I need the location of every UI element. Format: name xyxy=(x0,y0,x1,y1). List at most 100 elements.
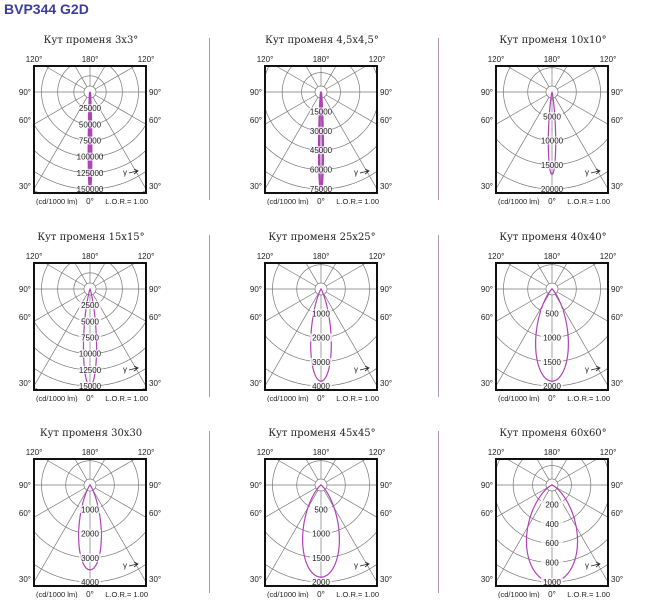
grid-spoke xyxy=(95,262,136,287)
grid-ring xyxy=(503,66,601,141)
gamma-arrow-icon xyxy=(128,365,139,372)
grid-ring xyxy=(272,263,370,338)
diagram-title: Кут променя 45x45° xyxy=(268,428,376,439)
angle-label-right: 60° xyxy=(380,116,392,125)
angle-label-right: 90° xyxy=(149,88,161,97)
angle-label-120-right: 120° xyxy=(600,448,617,457)
angle-label-180: 180° xyxy=(313,448,330,457)
grid-spoke xyxy=(95,291,147,322)
grid-spoke xyxy=(92,490,147,583)
gamma-label: γ xyxy=(123,365,127,374)
ring-value-label: 7500 xyxy=(81,334,99,343)
angle-label-right: 90° xyxy=(611,481,623,490)
gamma-arrow-icon xyxy=(359,365,370,372)
angle-label-120-left: 120° xyxy=(257,448,274,457)
ring-value-label: 600 xyxy=(545,539,559,548)
grid-spoke xyxy=(326,65,367,90)
gamma-label: γ xyxy=(585,561,589,570)
grid-spoke xyxy=(495,97,550,190)
diagram-title: Кут променя 15x15° xyxy=(37,232,145,243)
grid-spoke xyxy=(74,458,88,480)
grid-spoke xyxy=(275,65,316,90)
angle-label-right: 90° xyxy=(380,88,392,97)
grid-spoke xyxy=(557,487,609,518)
angle-label-left: 90° xyxy=(250,285,262,294)
diagram-frame xyxy=(495,458,609,587)
angle-label-0: 0° xyxy=(548,590,556,598)
grid-spoke xyxy=(44,262,85,287)
angle-label-left: 30° xyxy=(19,379,31,388)
angle-label-left: 60° xyxy=(19,116,31,125)
column-separator xyxy=(438,431,439,593)
angle-label-left: 30° xyxy=(481,379,493,388)
angle-label-120-left: 120° xyxy=(488,448,505,457)
grid-ring xyxy=(495,459,609,544)
grid-spoke xyxy=(536,65,550,87)
angle-label-0: 0° xyxy=(86,394,94,402)
polar-diagram-panel: Кут променя 40x40° 500 1000 1500 2000 120° 180… xyxy=(462,197,645,402)
angle-label-120-right: 120° xyxy=(369,252,386,261)
grid-spoke xyxy=(92,294,147,387)
angle-label-left: 30° xyxy=(481,575,493,584)
unit-label: (cd/1000 lm) xyxy=(498,590,540,598)
angle-label-right: 60° xyxy=(149,116,161,125)
angle-label-120-right: 120° xyxy=(138,55,155,64)
polar-diagram: 500 1000 1500 2000 120° 180° 120° 90° 90° 60° 60° 3… xyxy=(250,448,392,598)
grid-spoke xyxy=(557,94,609,125)
grid-spoke xyxy=(323,262,337,284)
polar-diagram: 15000 30000 45000 60000 75000 120° 180° 120° 90°… xyxy=(250,55,392,205)
angle-label-120-left: 120° xyxy=(488,252,505,261)
ring-value-label: 2500 xyxy=(81,301,99,310)
polar-diagram: 1000 2000 3000 4000 120° 180° 120° 90° 90° 60° 60°… xyxy=(19,448,161,598)
grid-spoke xyxy=(305,262,319,284)
column-separator xyxy=(438,235,439,397)
angle-label-right: 90° xyxy=(611,285,623,294)
grid-spoke xyxy=(92,65,106,87)
polar-diagram: 2500 5000 7500 10000 12500 15000 120° 180° 120° 9… xyxy=(19,252,161,402)
polar-diagram-panel: Кут променя 25x25° 1000 2000 3000 4000 120° 18… xyxy=(231,197,446,402)
angle-label-right: 90° xyxy=(149,285,161,294)
ring-value-label: 2000 xyxy=(543,382,561,391)
gamma-label: γ xyxy=(123,561,127,570)
polar-diagram-panel: Кут променя 4,5x4,5° 15000 30000 45000 60000… xyxy=(231,0,446,205)
grid-spoke xyxy=(323,458,337,480)
angle-label-right: 30° xyxy=(149,379,161,388)
diagram-title: Кут променя 4,5x4,5° xyxy=(265,35,379,46)
angle-label-0: 0° xyxy=(86,590,94,598)
ring-value-label: 15000 xyxy=(541,161,564,170)
angle-label-0: 0° xyxy=(317,590,325,598)
angle-label-left: 60° xyxy=(19,313,31,322)
angle-label-right: 60° xyxy=(149,509,161,518)
angle-label-180: 180° xyxy=(313,55,330,64)
angle-label-120-right: 120° xyxy=(600,252,617,261)
angle-label-120-right: 120° xyxy=(138,448,155,457)
ring-value-label: 150000 xyxy=(77,185,104,194)
grid-spoke xyxy=(275,262,316,287)
grid-ring xyxy=(272,459,370,534)
product-title: BVP344 G2D xyxy=(4,1,89,17)
angle-label-180: 180° xyxy=(544,252,561,261)
angle-label-right: 30° xyxy=(380,575,392,584)
polar-diagram: 500 1000 1500 2000 120° 180° 120° 90° 90° 60° 60° 3… xyxy=(481,252,623,402)
ring-value-label: 400 xyxy=(545,520,559,529)
angle-label-120-left: 120° xyxy=(257,55,274,64)
angle-label-left: 60° xyxy=(19,509,31,518)
grid-spoke xyxy=(326,291,378,322)
ring-value-label: 1500 xyxy=(543,358,561,367)
angle-label-left: 60° xyxy=(481,116,493,125)
grid-spoke xyxy=(305,458,319,480)
angle-label-left: 90° xyxy=(481,88,493,97)
diagram-title: Кут променя 10x10° xyxy=(499,35,607,46)
grid-spoke xyxy=(326,94,378,125)
grid-spoke xyxy=(554,490,609,583)
lor-label: L.O.R.= 1.00 xyxy=(105,590,148,598)
diagram-title: Кут променя 30x30 xyxy=(39,428,143,439)
polar-diagram-panel: Кут променя 45x45° 500 1000 1500 2000 120° 180… xyxy=(231,393,446,598)
ring-value-label: 30000 xyxy=(310,127,333,136)
polar-diagram: 25000 50000 75000 100000 125000 150000 120° 180… xyxy=(19,55,161,205)
angle-label-left: 90° xyxy=(19,481,31,490)
gamma-arrow-icon xyxy=(590,168,601,175)
angle-label-left: 60° xyxy=(250,509,262,518)
angle-label-120-left: 120° xyxy=(26,448,43,457)
ring-value-label: 100000 xyxy=(77,153,104,162)
